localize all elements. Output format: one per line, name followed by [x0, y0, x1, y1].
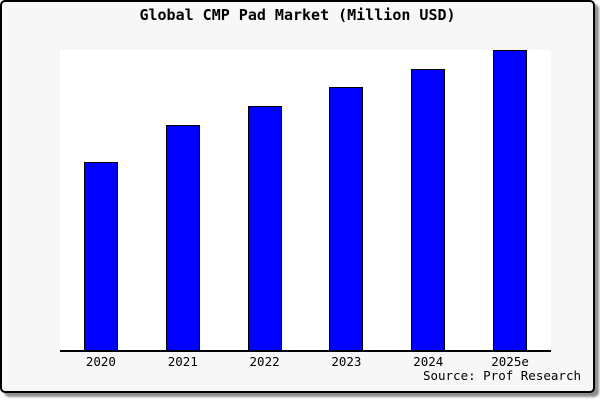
- bar-2020: [83, 162, 118, 350]
- chart-title: Global CMP Pad Market (Million USD): [139, 6, 456, 24]
- x-tick-label-2020: 2020: [85, 354, 116, 369]
- bar-2025e: [493, 50, 528, 350]
- x-tick-label-2021: 2021: [167, 354, 198, 369]
- bar-2021: [165, 125, 200, 350]
- x-tick-label-2025e: 2025e: [491, 354, 529, 369]
- x-axis-line: [60, 350, 551, 352]
- x-tick-label-2024: 2024: [413, 354, 444, 369]
- bar-2022: [247, 106, 282, 350]
- x-tick-label-2023: 2023: [331, 354, 362, 369]
- bar-2023: [329, 87, 364, 350]
- bar-2024: [411, 69, 446, 350]
- source-label: Source: Prof Research: [422, 368, 581, 383]
- x-tick-label-2022: 2022: [249, 354, 280, 369]
- plot-area: [60, 50, 551, 350]
